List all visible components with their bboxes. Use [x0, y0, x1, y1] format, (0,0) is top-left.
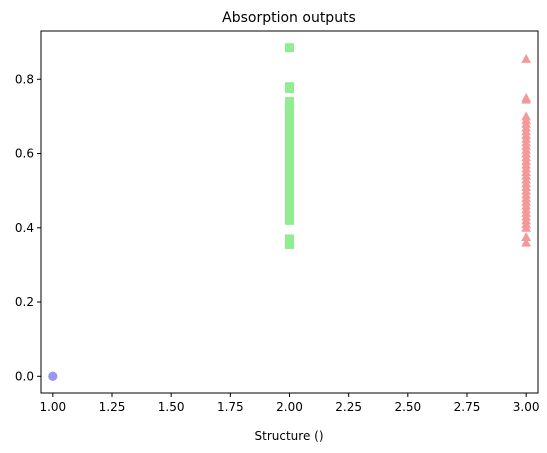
data-point-square [285, 43, 294, 53]
x-axis: 1.00 1.25 1.50 1.75 2.00 2.25 2.50 2.75 3.00 [39, 393, 540, 414]
x-tick-label: 3.00 [513, 400, 540, 414]
data-point-triangle [521, 232, 531, 242]
x-axis-label: Structure () [255, 429, 324, 443]
x-tick-label: 1.50 [158, 400, 185, 414]
x-tick-label: 2.50 [394, 400, 421, 414]
data-point-square [285, 84, 294, 94]
y-tick-label: 0.6 [15, 147, 34, 161]
data-points [48, 43, 531, 381]
data-point-square [285, 239, 294, 249]
y-tick-label: 0.0 [15, 369, 34, 383]
y-axis: 0.0 0.2 0.4 0.6 0.8 [15, 72, 41, 383]
x-tick-label: 1.25 [99, 400, 126, 414]
x-tick-label: 2.00 [276, 400, 303, 414]
y-tick-label: 0.2 [15, 295, 34, 309]
x-tick-label: 2.25 [335, 400, 362, 414]
chart-title: Absorption outputs [222, 10, 356, 26]
x-tick-label: 1.75 [217, 400, 244, 414]
x-tick-label: 2.75 [454, 400, 481, 414]
data-point-square [285, 234, 294, 244]
data-point-triangle [521, 53, 531, 63]
data-point-circle [48, 371, 58, 381]
y-tick-label: 0.4 [15, 221, 34, 235]
x-tick-label: 1.00 [39, 400, 66, 414]
y-tick-label: 0.8 [15, 72, 34, 86]
data-point-triangle [521, 222, 531, 232]
data-point-triangle [521, 237, 531, 247]
data-point-square [285, 215, 294, 225]
data-point-triangle [521, 94, 531, 104]
